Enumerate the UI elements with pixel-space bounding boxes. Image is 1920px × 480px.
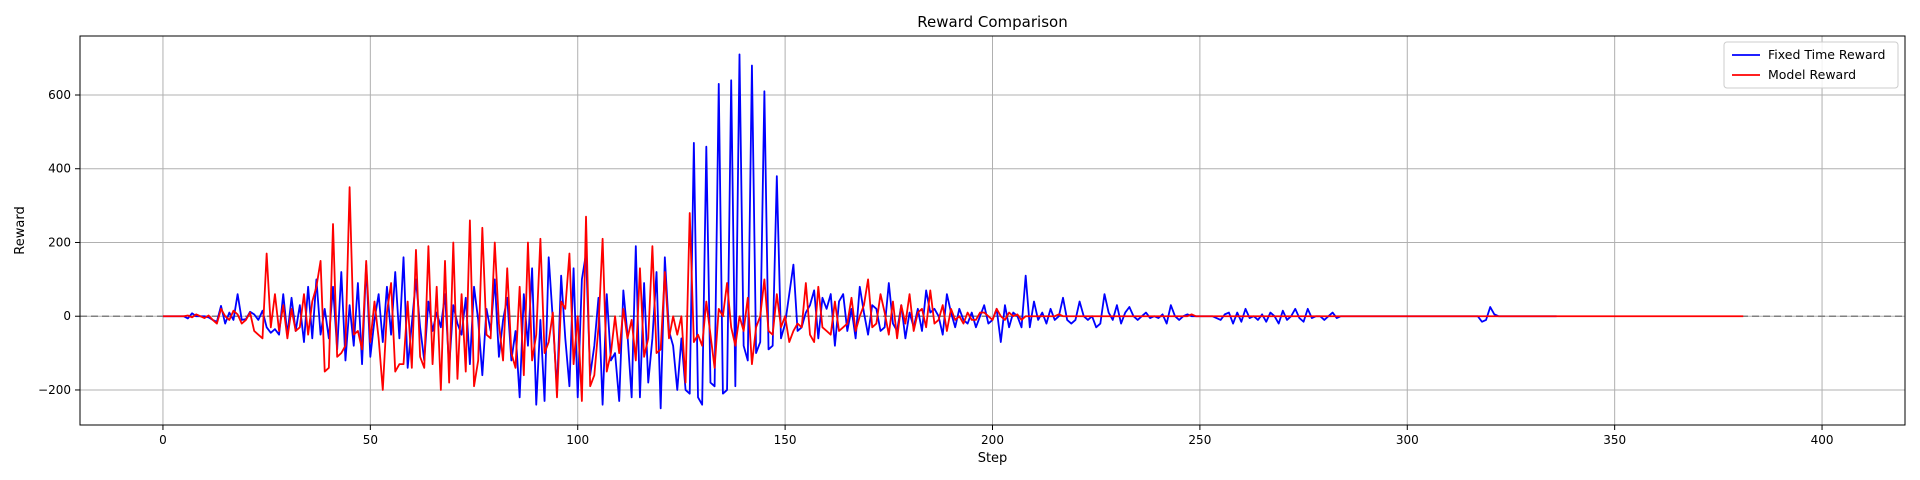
y-tick-label: 600 xyxy=(48,88,71,102)
y-axis-label: Reward xyxy=(13,206,28,254)
chart-title: Reward Comparison xyxy=(917,13,1067,31)
legend-box xyxy=(1723,41,1899,89)
axis-ticks: 0 50 100 150 200 250 300 350 400 −200 0 200 400 600 xyxy=(38,88,1833,447)
x-axis-label: Step xyxy=(978,451,1008,466)
x-tick-label: 0 xyxy=(159,433,167,447)
legend-label: Model Reward xyxy=(1768,67,1856,82)
y-tick-label: 200 xyxy=(48,235,71,249)
legend-label: Fixed Time Reward xyxy=(1768,47,1885,62)
x-tick-label: 100 xyxy=(566,433,589,447)
y-tick-label: 0 xyxy=(63,309,71,323)
x-tick-label: 300 xyxy=(1396,433,1419,447)
x-tick-label: 150 xyxy=(774,433,797,447)
x-tick-label: 400 xyxy=(1811,433,1834,447)
y-tick-label: 400 xyxy=(48,162,71,176)
x-tick-label: 250 xyxy=(1188,433,1211,447)
x-tick-label: 350 xyxy=(1603,433,1626,447)
series-line-model-reward xyxy=(162,186,1744,402)
y-tick-label: −200 xyxy=(38,383,71,397)
x-tick-label: 50 xyxy=(363,433,378,447)
series-line-fixed-time-reward xyxy=(162,53,1557,410)
x-tick-label: 200 xyxy=(981,433,1004,447)
series-lines xyxy=(162,53,1744,410)
legend: Fixed Time Reward Model Reward xyxy=(1723,41,1899,89)
